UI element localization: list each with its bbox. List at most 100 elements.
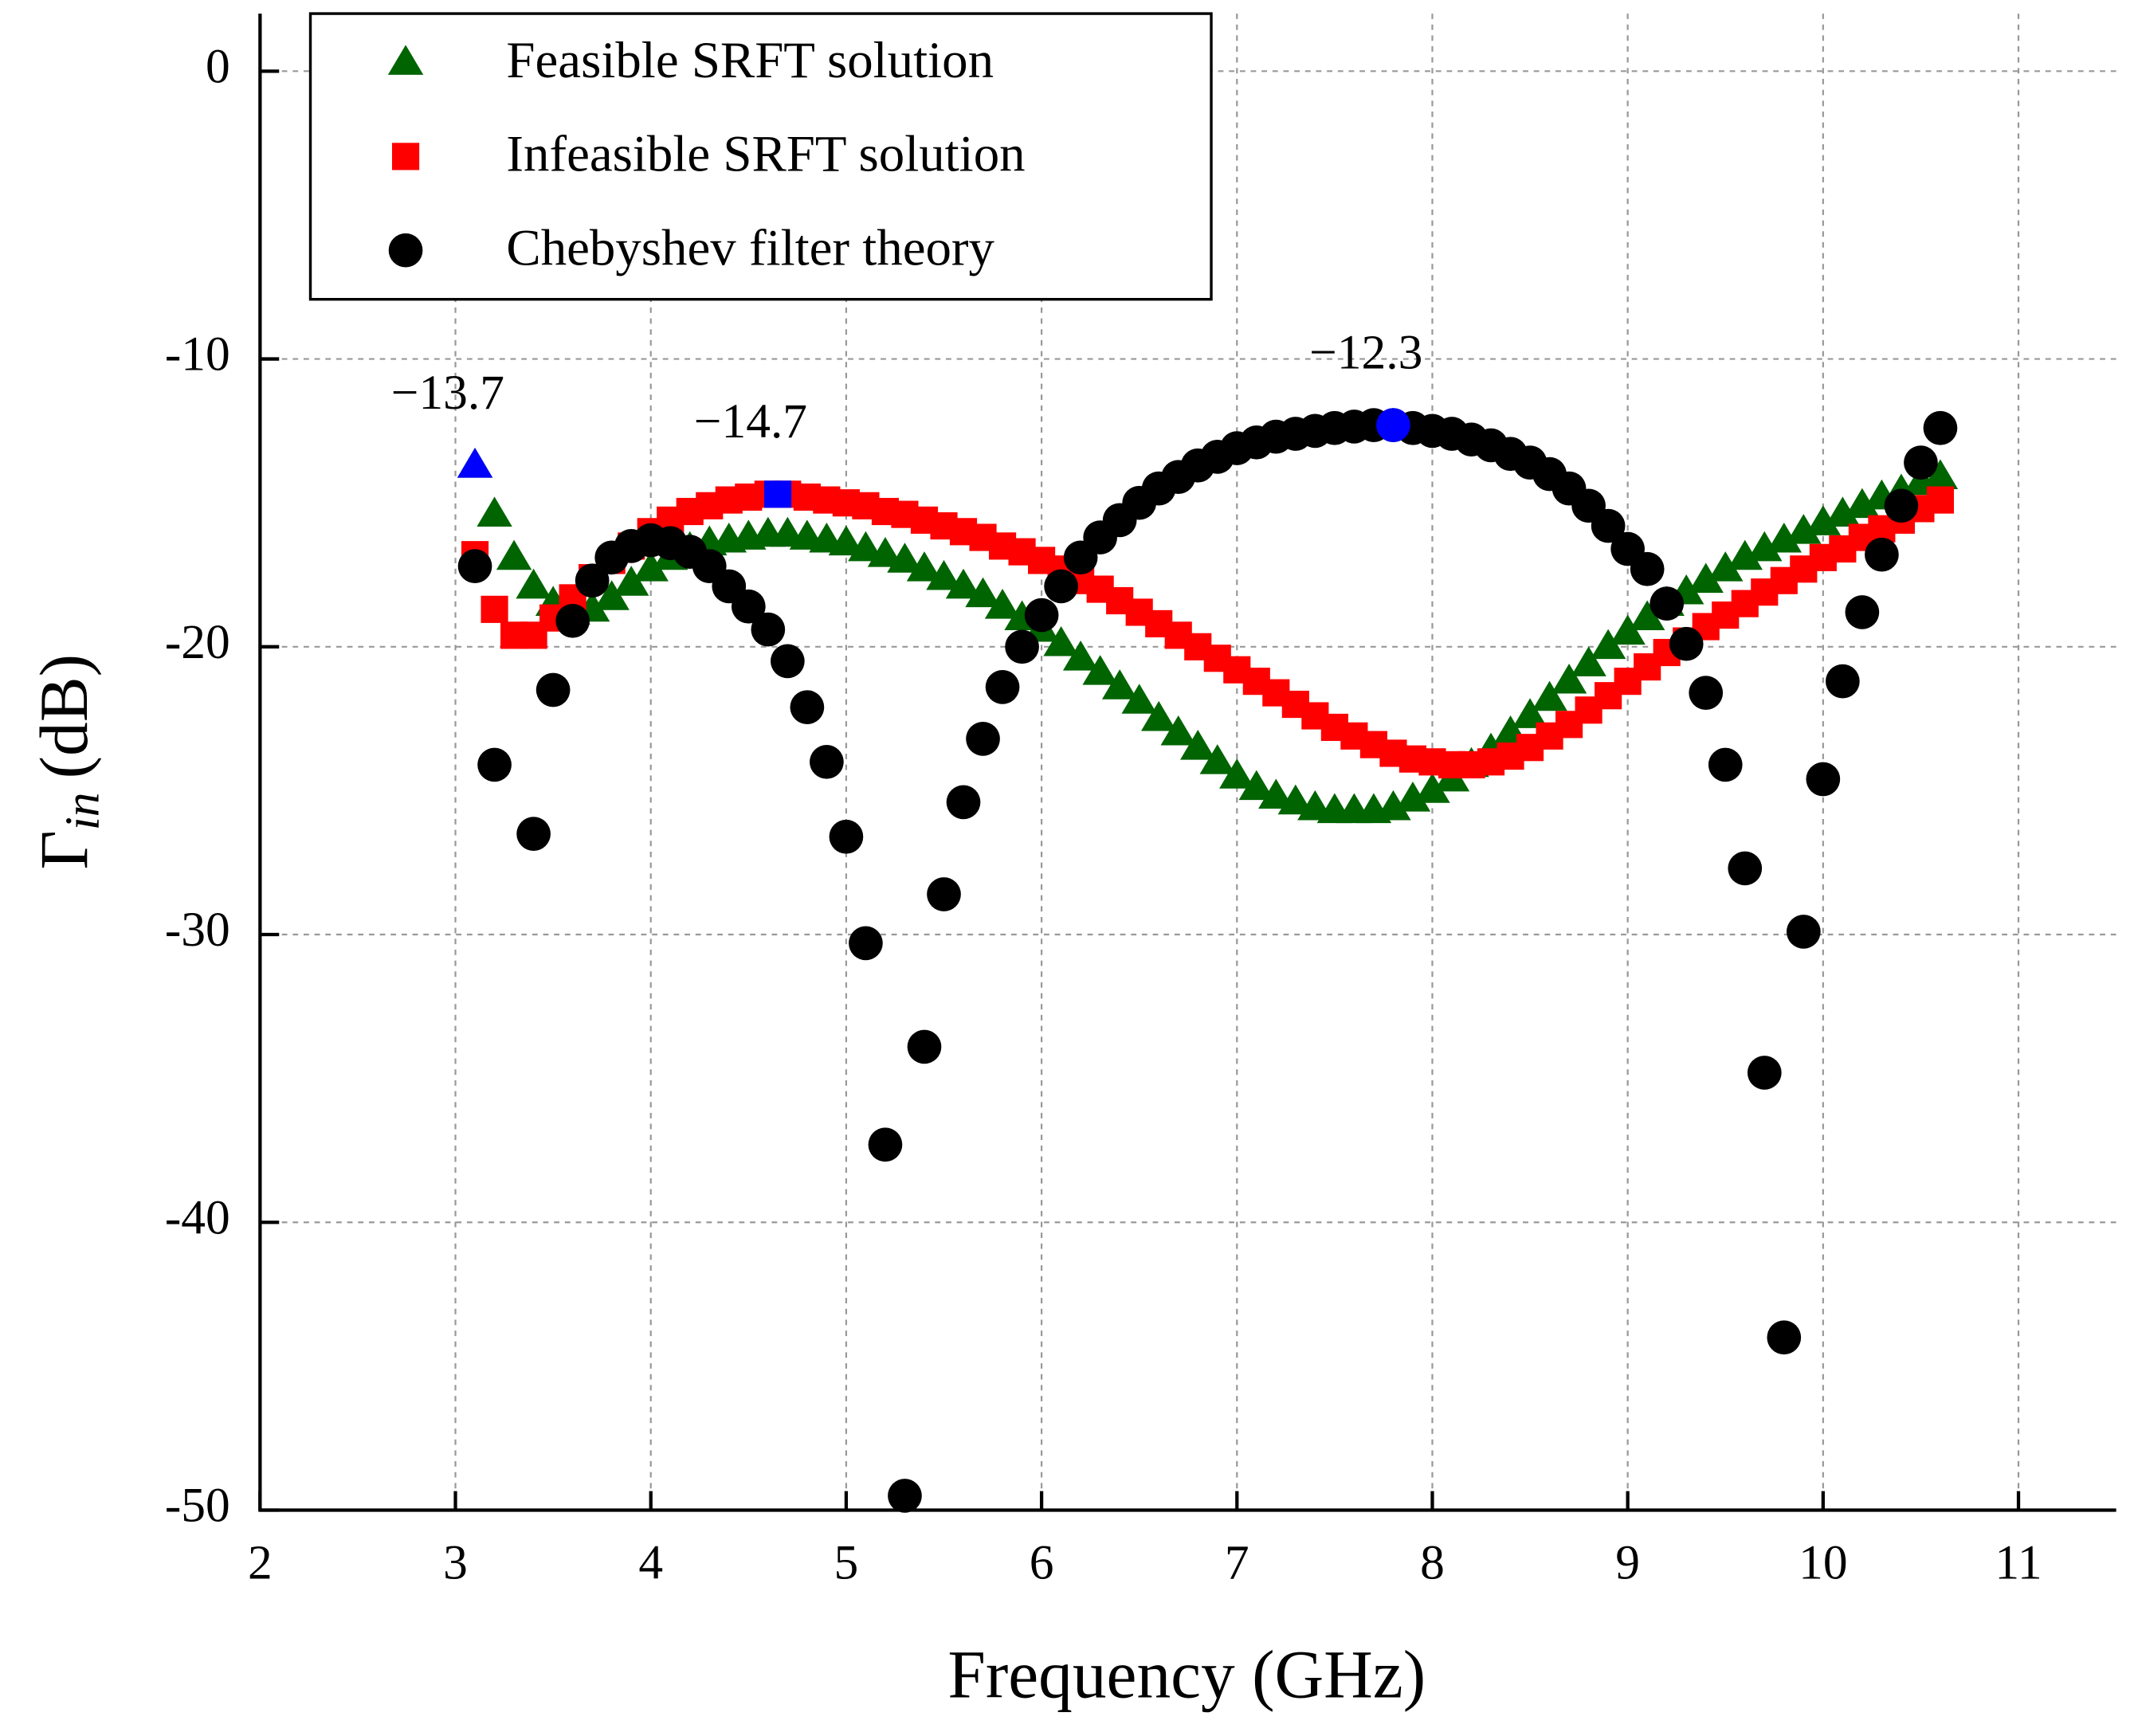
legend: Feasible SRFT solution Infeasible SRFT so… [308, 12, 1213, 301]
circle-marker [849, 926, 883, 961]
circle-marker [1728, 851, 1763, 886]
circle-marker [888, 1479, 922, 1513]
circle-marker [555, 603, 590, 638]
circle-marker [1650, 586, 1685, 621]
circle-marker [985, 670, 1020, 704]
circle-marker [1044, 569, 1078, 604]
x-axis-label: Frequency (GHz) [947, 1637, 1426, 1712]
triangle-marker [828, 525, 865, 556]
triangle-marker [477, 496, 512, 527]
circle-marker [771, 644, 805, 679]
y-axis-subscript: in [56, 793, 110, 831]
y-axis-symbol: Γ [27, 830, 102, 869]
y-axis-label: Γin (dB) [27, 654, 110, 870]
triangle-marker [887, 543, 923, 573]
triangle-marker [1512, 698, 1548, 728]
triangle-marker [457, 448, 493, 478]
triangle-marker [1805, 505, 1842, 535]
x-tick-label: 10 [1799, 1535, 1847, 1589]
triangle-marker [1766, 522, 1803, 553]
triangle-marker [1786, 514, 1822, 544]
circle-marker [1845, 595, 1880, 629]
circle-marker [1024, 598, 1059, 633]
circle-marker [731, 589, 766, 624]
triangle-marker [1551, 663, 1587, 694]
triangle-marker [1238, 770, 1274, 801]
triangle-marker [1375, 790, 1411, 821]
triangle-marker [1610, 614, 1646, 645]
triangle-marker [848, 531, 884, 562]
legend-label: Chebyshev filter theory [506, 220, 994, 277]
circle-marker [1591, 508, 1626, 543]
circle-marker [457, 549, 492, 584]
triangle-marker [1590, 629, 1626, 660]
triangle-marker [1258, 778, 1294, 809]
circle-marker [790, 690, 825, 725]
triangle-marker [1180, 730, 1216, 760]
annotation: −13.7 [391, 366, 504, 420]
legend-marker [387, 45, 424, 75]
circle-marker [1005, 629, 1039, 664]
circle-marker [516, 817, 551, 851]
legend-label: Infeasible SRFT solution [506, 126, 1025, 183]
x-tick-label: 7 [1225, 1535, 1249, 1589]
circle-marker [1904, 445, 1938, 480]
triangle-marker [1688, 562, 1724, 594]
square-marker [481, 595, 508, 623]
circle-marker [927, 877, 961, 911]
triangle-marker [926, 559, 962, 590]
circle-marker [1767, 1320, 1802, 1355]
axes [258, 14, 2116, 1512]
square-marker [1926, 486, 1955, 514]
triangle-marker [945, 568, 982, 599]
y-tick-label: -30 [165, 903, 230, 957]
triangle-marker [867, 537, 904, 567]
y-tick-label: -40 [165, 1190, 230, 1244]
circle-marker [1806, 762, 1841, 797]
triangle-marker [496, 539, 532, 570]
triangle-marker [1219, 758, 1255, 789]
triangle-marker [516, 568, 551, 599]
y-tick-label: 0 [206, 39, 230, 93]
circle-marker [1786, 915, 1821, 949]
x-tick-label: 2 [248, 1535, 273, 1589]
x-tick-label: 4 [638, 1535, 663, 1589]
triangle-marker [1414, 773, 1450, 803]
triangle-marker [1395, 782, 1431, 812]
triangle-marker [1043, 625, 1079, 656]
triangle-marker [1747, 531, 1783, 562]
triangle-marker [984, 589, 1021, 619]
circle-marker [477, 747, 512, 782]
triangle-marker [1844, 488, 1881, 519]
x-tick-label: 9 [1615, 1535, 1640, 1589]
x-tick-label: 8 [1420, 1535, 1445, 1589]
circle-marker [966, 722, 1000, 756]
triangle-marker [1160, 715, 1196, 746]
circle-marker [1865, 537, 1899, 572]
x-tick-label: 3 [443, 1535, 468, 1589]
circle-marker [1826, 664, 1860, 699]
x-tick-label: 11 [1995, 1535, 2042, 1589]
triangle-marker [1532, 680, 1567, 711]
circle-marker [1747, 1056, 1782, 1090]
annotation: −12.3 [1309, 325, 1422, 379]
circle-marker [1689, 676, 1724, 710]
triangle-marker [1141, 700, 1177, 731]
triangle-marker [1825, 496, 1861, 527]
circle-marker [868, 1127, 903, 1162]
circle-marker [1708, 747, 1743, 782]
triangle-marker [1571, 646, 1606, 676]
triangle-marker [1121, 684, 1157, 714]
circle-marker [1669, 626, 1704, 661]
triangle-marker [1101, 669, 1138, 699]
legend-marker [391, 143, 420, 170]
circle-marker [1923, 410, 1958, 445]
legend-marker [388, 233, 423, 268]
x-tick-label: 6 [1030, 1535, 1054, 1589]
triangle-marker [1199, 744, 1235, 774]
triangle-marker [614, 566, 649, 596]
circle-marker [829, 819, 864, 854]
triangle-marker [1727, 539, 1763, 570]
circle-marker [810, 744, 844, 779]
